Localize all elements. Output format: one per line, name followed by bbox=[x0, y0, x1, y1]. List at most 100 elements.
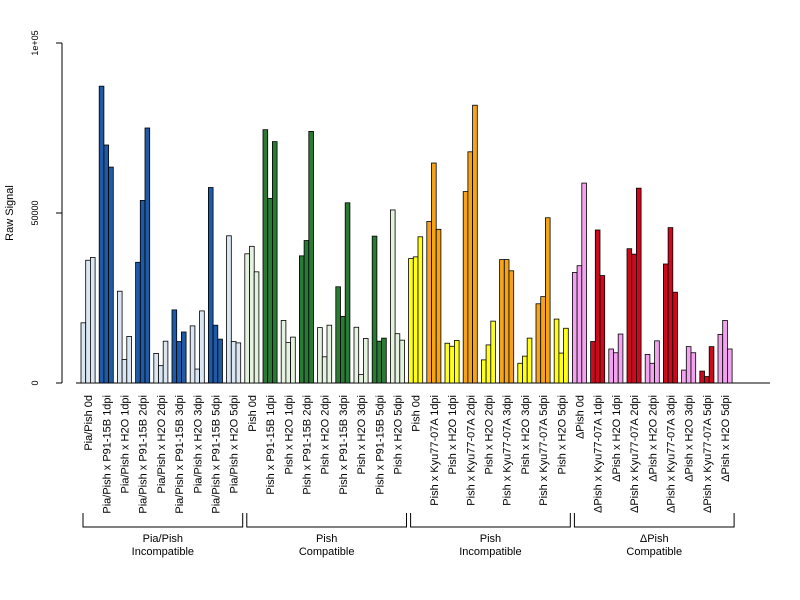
bar bbox=[467, 151, 473, 384]
bar bbox=[180, 331, 187, 384]
bar bbox=[253, 271, 260, 384]
bar bbox=[389, 209, 396, 384]
bar bbox=[617, 333, 624, 384]
bar bbox=[594, 229, 601, 384]
category-label: ΔPish x H2O 5dpi bbox=[720, 395, 732, 482]
bar bbox=[699, 370, 705, 384]
bar bbox=[308, 130, 314, 384]
bar bbox=[408, 258, 414, 384]
category-label: Pish x H2O 3dpi bbox=[520, 395, 532, 474]
category-label: Pia/Pish x P91-15B 2dpi bbox=[138, 395, 150, 514]
bar bbox=[353, 326, 360, 384]
bar bbox=[631, 253, 637, 384]
bar bbox=[526, 337, 533, 384]
group-sublabel: Compatible bbox=[626, 546, 682, 558]
bar bbox=[171, 309, 178, 384]
bar bbox=[90, 257, 96, 384]
bar bbox=[139, 200, 146, 384]
bar bbox=[572, 272, 578, 384]
category-label: ΔPish x H2O 2dpi bbox=[647, 395, 659, 482]
bar bbox=[162, 340, 169, 384]
bar bbox=[285, 342, 291, 384]
bar bbox=[576, 265, 583, 384]
bar bbox=[636, 187, 642, 384]
bar bbox=[485, 344, 492, 384]
bar bbox=[362, 338, 369, 384]
bar bbox=[727, 348, 733, 384]
category-label: Pish 0d bbox=[247, 395, 259, 432]
bar bbox=[399, 339, 405, 384]
category-label: Pish x H2O 3dpi bbox=[356, 395, 368, 474]
category-label: ΔPish x Kyu77-07A 2dpi bbox=[629, 395, 641, 513]
bar bbox=[199, 310, 205, 384]
category-label: ΔPish x Kyu77-07A 5dpi bbox=[702, 395, 714, 513]
bar bbox=[490, 320, 496, 384]
category-label: Pish x Kyu77-07A 5dpi bbox=[538, 395, 550, 506]
category-label: ΔPish x H2O 1dpi bbox=[611, 395, 623, 482]
bar bbox=[581, 182, 587, 384]
y-ticks: 0 50000 1e+05 bbox=[30, 30, 62, 386]
bar bbox=[176, 341, 182, 384]
bar bbox=[376, 340, 382, 384]
bar bbox=[717, 333, 724, 384]
group-brackets: Pia/PishIncompatiblePishCompatiblePishIn… bbox=[82, 513, 735, 558]
bar bbox=[558, 352, 565, 384]
bar bbox=[226, 235, 232, 384]
category-label: Pish x P91-15B 1dpi bbox=[265, 395, 277, 495]
category-label: ΔPish 0d bbox=[574, 395, 586, 439]
bar bbox=[321, 356, 328, 384]
bar bbox=[563, 327, 569, 384]
group-bracket bbox=[410, 513, 571, 528]
bar bbox=[412, 256, 419, 384]
bar bbox=[426, 221, 432, 384]
bar bbox=[340, 315, 346, 384]
bar bbox=[449, 345, 455, 384]
bar bbox=[207, 187, 214, 384]
category-label: Pia/Pish x H2O 3dpi bbox=[192, 395, 204, 493]
bar bbox=[290, 336, 296, 384]
bar bbox=[189, 325, 196, 384]
bar bbox=[298, 255, 305, 384]
bar bbox=[280, 320, 287, 384]
group-sublabel: Incompatible bbox=[459, 546, 521, 558]
bar bbox=[535, 303, 542, 384]
bar bbox=[608, 348, 614, 384]
bar bbox=[517, 362, 523, 384]
bar bbox=[540, 296, 546, 384]
bar bbox=[394, 333, 401, 384]
bar bbox=[262, 129, 269, 384]
bar bbox=[613, 352, 619, 384]
bar bbox=[590, 341, 596, 384]
category-label: Pish x Kyu77-07A 2dpi bbox=[465, 395, 477, 506]
bar bbox=[499, 259, 505, 384]
category-label: Pish x P91-15B 3dpi bbox=[338, 395, 350, 495]
bar bbox=[244, 253, 250, 384]
bar bbox=[230, 341, 237, 384]
bar bbox=[98, 85, 105, 384]
category-label: Pish 0d bbox=[411, 395, 423, 432]
bar bbox=[158, 365, 164, 384]
category-label: Pish x H2O 5dpi bbox=[392, 395, 404, 474]
bar bbox=[681, 369, 687, 384]
category-label: Pia/Pish x H2O 2dpi bbox=[156, 395, 168, 493]
bar bbox=[303, 240, 310, 384]
group-label: Pia/Pish bbox=[143, 533, 183, 545]
group-sublabel: Compatible bbox=[299, 546, 355, 558]
bar bbox=[708, 346, 715, 384]
bar bbox=[690, 352, 697, 384]
y-tick-label: 50000 bbox=[30, 200, 40, 225]
bar bbox=[117, 290, 123, 384]
bar bbox=[599, 275, 606, 384]
group-bracket bbox=[573, 513, 735, 528]
category-label: Pish x H2O 1dpi bbox=[283, 395, 295, 474]
bar bbox=[545, 217, 551, 384]
category-label: Pish x H2O 5dpi bbox=[556, 395, 568, 474]
bar bbox=[194, 368, 200, 384]
bar bbox=[212, 324, 219, 384]
bar bbox=[431, 162, 437, 384]
bar bbox=[358, 374, 364, 384]
category-label: Pish x H2O 2dpi bbox=[320, 395, 332, 474]
bar bbox=[371, 235, 378, 384]
bar bbox=[326, 324, 333, 384]
